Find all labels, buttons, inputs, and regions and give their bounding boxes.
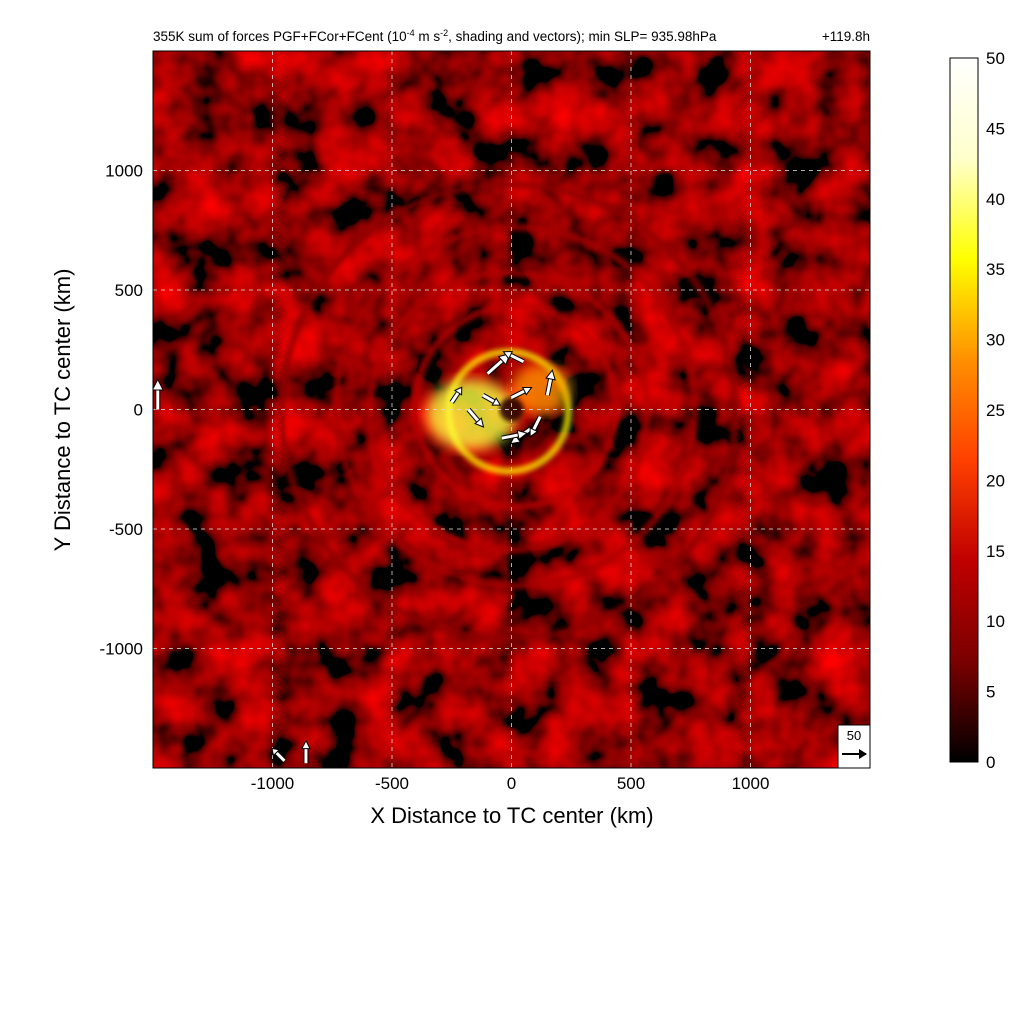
plot-area	[153, 51, 870, 768]
colorbar-tick-10: 10	[986, 612, 1005, 631]
force-vector-11	[301, 739, 311, 764]
force-vector-5	[502, 351, 525, 364]
colorbar-tick-15: 15	[986, 542, 1005, 561]
y-axis-label: Y Distance to TC center (km)	[50, 269, 75, 552]
colorbar-tick-5: 5	[986, 683, 995, 702]
x-tick--1000: -1000	[251, 774, 294, 793]
colorbar-tick-25: 25	[986, 401, 1005, 420]
force-vector-10	[153, 378, 164, 410]
chart-title: 355K sum of forces PGF+FCor+FCent (10-4 …	[153, 28, 717, 44]
colorbar-tick-35: 35	[986, 260, 1005, 279]
force-vector-6	[449, 386, 463, 404]
core-hotspot-east	[511, 364, 572, 415]
reference-vector-head	[859, 749, 867, 759]
colorbar-tick-50: 50	[986, 49, 1005, 68]
colorbar-tick-20: 20	[986, 471, 1005, 490]
colorbar-gradient	[949, 57, 979, 763]
colorbar-tick-labels: 0 5 10 15 20 25 30 35 40 45 50	[986, 49, 1005, 772]
y-tick--1000: -1000	[100, 640, 143, 659]
eye	[499, 397, 524, 422]
force-vector-4	[544, 369, 556, 396]
colorbar-tick-40: 40	[986, 190, 1005, 209]
force-rings	[277, 180, 740, 643]
y-tick-0: 0	[134, 401, 143, 420]
x-tick--500: -500	[375, 774, 409, 793]
reference-vector-label: 50	[847, 728, 861, 743]
colorbar: 0 5 10 15 20 25 30 35 40 45 50	[949, 49, 1005, 772]
reference-vector: 50	[837, 724, 871, 769]
colorbar-tick-0: 0	[986, 753, 995, 772]
colorbar-tick-45: 45	[986, 119, 1005, 138]
y-tick--500: -500	[109, 520, 143, 539]
force-vector-12	[271, 747, 287, 763]
reference-vector-box	[837, 724, 871, 769]
colorbar-tick-30: 30	[986, 331, 1005, 350]
x-axis-label: X Distance to TC center (km)	[370, 803, 653, 828]
force-vector-2	[466, 407, 485, 428]
x-tick-1000: 1000	[732, 774, 770, 793]
y-tick-500: 500	[115, 281, 143, 300]
force-vectors	[153, 351, 556, 764]
y-tick-1000: 1000	[105, 162, 143, 181]
chart-time-label: +119.8h	[822, 29, 870, 44]
plot-frame	[152, 50, 871, 769]
force-vector-9	[481, 392, 502, 406]
ring-1	[411, 302, 620, 511]
ring-4	[277, 180, 740, 643]
force-vector-7	[501, 429, 529, 441]
ring-2	[366, 269, 651, 554]
force-vector-8	[529, 415, 543, 438]
x-tick-0: 0	[507, 774, 516, 793]
x-tick-500: 500	[617, 774, 645, 793]
ring-3	[332, 223, 699, 590]
force-vector-0	[510, 386, 533, 400]
y-tick-labels: -1000 -500 0 500 1000	[100, 162, 143, 659]
x-tick-labels: -1000 -500 0 500 1000	[251, 774, 770, 793]
